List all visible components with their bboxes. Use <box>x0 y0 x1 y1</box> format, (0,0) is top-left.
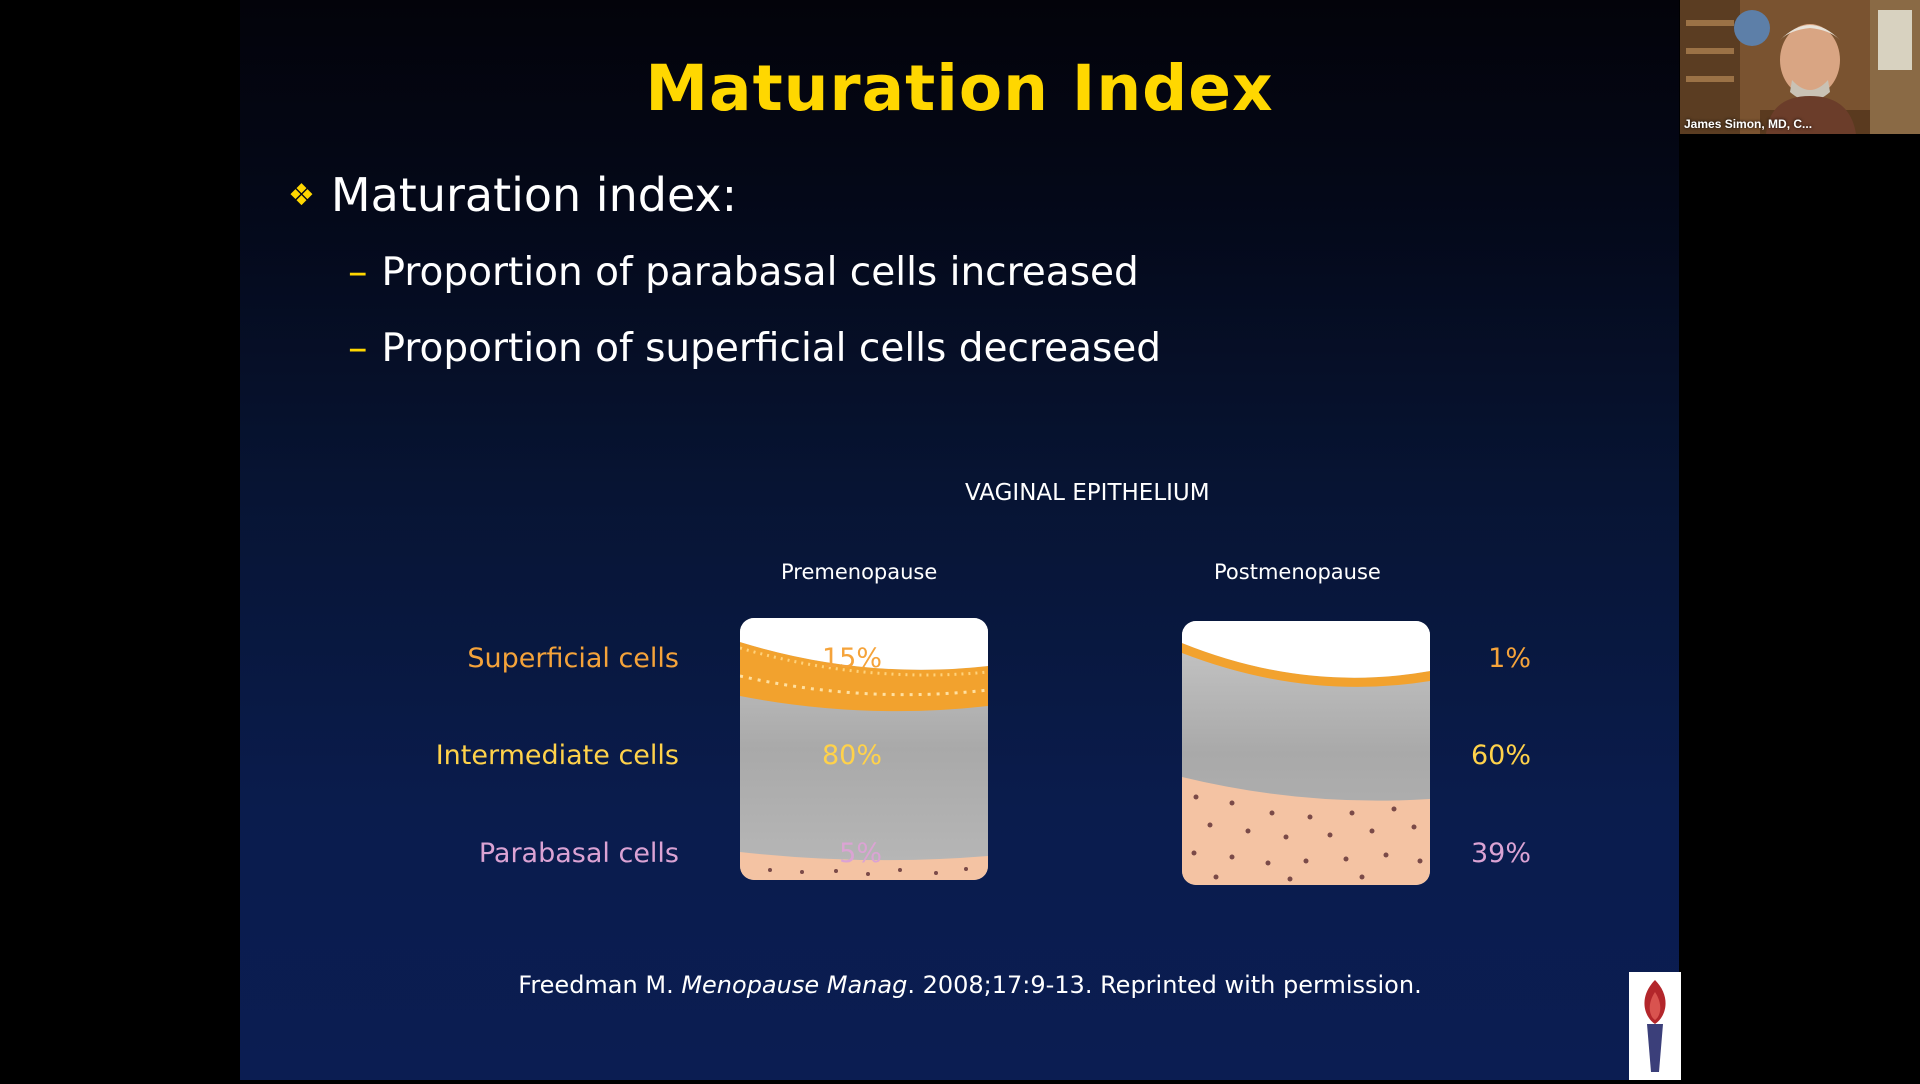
diamond-bullet-icon: ❖ <box>288 177 315 213</box>
sub-bullet-text: Proportion of parabasal cells increased <box>381 250 1139 295</box>
presentation-slide: Maturation Index ❖ Maturation index: – P… <box>240 0 1679 1080</box>
sub-bullet: – Proportion of parabasal cells increase… <box>348 250 1139 295</box>
premenopause-epithelium-svg <box>740 618 988 880</box>
torch-logo-svg <box>1644 980 1666 1072</box>
sub-bullet-text: Proportion of superficial cells decrease… <box>381 326 1162 371</box>
row-label-intermediate: Intermediate cells <box>435 740 679 771</box>
dash-icon: – <box>348 326 368 371</box>
main-bullet-text: Maturation index: <box>330 168 738 222</box>
sub-bullet: – Proportion of superficial cells decrea… <box>348 326 1161 371</box>
postmenopause-epithelium-svg <box>1182 621 1430 885</box>
row-label-superficial: Superficial cells <box>467 643 679 674</box>
row-label-parabasal: Parabasal cells <box>478 838 679 869</box>
participant-video-tile[interactable]: James Simon, MD, C... <box>1680 0 1920 134</box>
postmenopause-epithelium-image <box>1182 621 1430 885</box>
citation-journal: Menopause Manag <box>681 971 908 999</box>
participant-name: James Simon, MD, C... <box>1684 117 1813 131</box>
torch-logo-icon <box>1629 972 1681 1080</box>
postmenopause-superficial-value: 1% <box>1488 643 1531 674</box>
premenopause-epithelium-image <box>740 618 988 880</box>
main-bullet: ❖ Maturation index: <box>288 168 737 222</box>
postmenopause-intermediate-value: 60% <box>1470 740 1531 771</box>
slide-title: Maturation Index <box>645 52 1274 125</box>
figure-title: VAGINAL EPITHELIUM <box>965 480 1210 506</box>
dash-icon: – <box>348 250 368 295</box>
premenopause-parabasal-value: 5% <box>839 838 882 869</box>
premenopause-superficial-value: 15% <box>821 643 882 674</box>
citation: Freedman M. Menopause Manag. 2008;17:9-1… <box>240 971 1679 999</box>
premenopause-intermediate-value: 80% <box>821 740 882 771</box>
citation-details: . 2008;17:9-13. Reprinted with permissio… <box>907 971 1422 999</box>
participant-video-frame <box>1680 0 1920 134</box>
column-premenopause: Premenopause <box>781 560 938 584</box>
citation-author: Freedman M. <box>518 971 682 999</box>
postmenopause-parabasal-value: 39% <box>1470 838 1531 869</box>
column-postmenopause: Postmenopause <box>1214 560 1381 584</box>
